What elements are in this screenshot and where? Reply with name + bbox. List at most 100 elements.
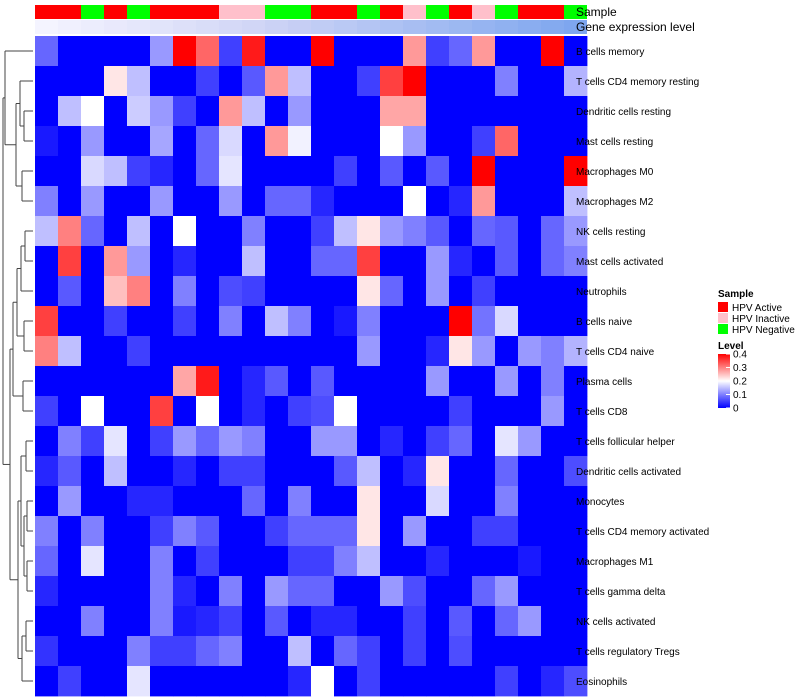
- heatmap-cell: [35, 516, 59, 547]
- sample-legend-swatch: [718, 313, 728, 323]
- row-label: Mast cells activated: [576, 257, 663, 268]
- heatmap-cell: [311, 546, 335, 577]
- heatmap-cell: [564, 186, 588, 217]
- heatmap-cell: [35, 246, 59, 277]
- heatmap-cell: [449, 636, 473, 667]
- gene-expression-annotation-cell: [357, 20, 380, 34]
- heatmap-cell: [196, 486, 220, 517]
- row-dendrogram: [2, 50, 33, 682]
- gene-expression-annotation-cell: [334, 20, 357, 34]
- heatmap-cell: [426, 486, 450, 517]
- heatmap-cell: [242, 96, 266, 127]
- heatmap-cell: [242, 126, 266, 157]
- heatmap-cell: [495, 36, 519, 67]
- heatmap-cell: [81, 126, 105, 157]
- heatmap-cell: [380, 246, 404, 277]
- heatmap-cell: [541, 576, 565, 607]
- heatmap-cell: [380, 216, 404, 247]
- heatmap-cell: [58, 126, 82, 157]
- row-label: Monocytes: [576, 497, 624, 508]
- heatmap-cell: [449, 126, 473, 157]
- heatmap-cell: [357, 336, 381, 367]
- heatmap-cell: [150, 276, 174, 307]
- heatmap-cell: [541, 546, 565, 577]
- heatmap-cell: [426, 636, 450, 667]
- sample-annotation-cell: [196, 5, 219, 19]
- heatmap-cell: [150, 396, 174, 427]
- heatmap-cell: [81, 306, 105, 337]
- heatmap-cell: [472, 216, 496, 247]
- heatmap-cell: [541, 96, 565, 127]
- sample-annotation-cell: [518, 5, 541, 19]
- heatmap-cell: [58, 246, 82, 277]
- heatmap-cell: [127, 606, 151, 637]
- heatmap-cell: [334, 606, 358, 637]
- heatmap-cell: [357, 246, 381, 277]
- heatmap-cell: [495, 336, 519, 367]
- heatmap-cell: [173, 186, 197, 217]
- heatmap-cell: [449, 546, 473, 577]
- heatmap-cell: [127, 666, 151, 697]
- heatmap-cell: [357, 516, 381, 547]
- row-label: Macrophages M1: [576, 557, 654, 568]
- heatmap-cell: [173, 396, 197, 427]
- heatmap-cell: [104, 636, 128, 667]
- heatmap-cell: [173, 126, 197, 157]
- row-label: T cells CD4 memory resting: [576, 77, 699, 88]
- heatmap-cell: [104, 246, 128, 277]
- heatmap-cell: [426, 606, 450, 637]
- heatmap-cell: [196, 336, 220, 367]
- heatmap-cell: [81, 486, 105, 517]
- heatmap-cell: [380, 666, 404, 697]
- heatmap-cell: [403, 636, 427, 667]
- heatmap-cell: [518, 126, 542, 157]
- heatmap-cell: [311, 66, 335, 97]
- heatmap-cell: [518, 276, 542, 307]
- heatmap-cell: [334, 666, 358, 697]
- heatmap-cell: [472, 156, 496, 187]
- heatmap-cell: [242, 156, 266, 187]
- heatmap-cell: [219, 96, 243, 127]
- heatmap-cell: [564, 156, 588, 187]
- gene-expression-annotation-cell: [173, 20, 196, 34]
- heatmap-cell: [495, 216, 519, 247]
- heatmap-cell: [58, 636, 82, 667]
- heatmap-cell: [150, 36, 174, 67]
- heatmap-cell: [426, 546, 450, 577]
- sample-annotation-bar: [35, 5, 587, 19]
- heatmap-cell: [541, 276, 565, 307]
- heatmap-cell: [564, 636, 588, 667]
- heatmap-cell: [518, 36, 542, 67]
- heatmap-cell: [35, 156, 59, 187]
- heatmap-cell: [541, 516, 565, 547]
- heatmap-cell: [127, 216, 151, 247]
- heatmap-cell: [265, 666, 289, 697]
- heatmap-cell: [35, 36, 59, 67]
- heatmap-cell: [472, 396, 496, 427]
- heatmap-cell: [541, 666, 565, 697]
- heatmap-cell: [127, 96, 151, 127]
- sample-legend-label: HPV Negative: [732, 325, 795, 336]
- heatmap-cell: [564, 246, 588, 277]
- heatmap-cell: [449, 96, 473, 127]
- level-tick-label: 0.4: [733, 350, 747, 361]
- heatmap-cell: [173, 216, 197, 247]
- heatmap-cell: [426, 456, 450, 487]
- heatmap-cell: [518, 186, 542, 217]
- heatmap-cell: [265, 306, 289, 337]
- heatmap-cell: [426, 126, 450, 157]
- heatmap-cell: [150, 456, 174, 487]
- heatmap-cell: [334, 306, 358, 337]
- sample-legend-swatch: [718, 324, 728, 334]
- heatmap-cell: [449, 66, 473, 97]
- heatmap-cell: [357, 306, 381, 337]
- heatmap-cell: [357, 276, 381, 307]
- heatmap-cell: [81, 396, 105, 427]
- heatmap-cell: [311, 306, 335, 337]
- heatmap-cell: [81, 156, 105, 187]
- gene-expression-annotation-cell: [564, 20, 587, 34]
- heatmap-cell: [518, 666, 542, 697]
- heatmap-cell: [472, 426, 496, 457]
